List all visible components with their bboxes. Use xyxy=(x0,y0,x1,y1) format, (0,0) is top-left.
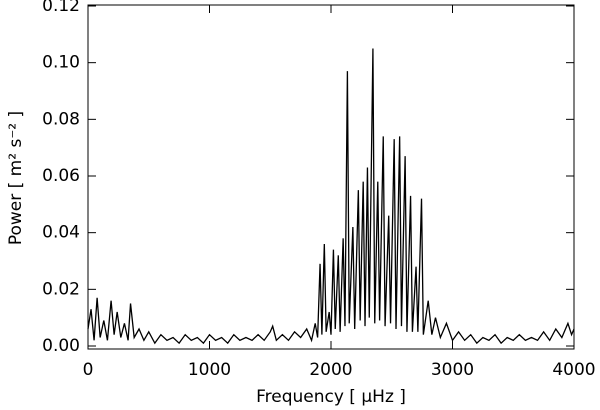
x-tick-label: 1000 xyxy=(188,360,231,380)
x-tick-label: 4000 xyxy=(552,360,595,380)
x-tick-label: 3000 xyxy=(431,360,474,380)
y-tick-label: 0.02 xyxy=(42,279,80,299)
y-tick-label: 0.10 xyxy=(42,53,80,73)
y-tick-label: 0.08 xyxy=(42,109,80,129)
plot-frame xyxy=(87,4,575,350)
x-tick-label: 0 xyxy=(83,360,94,380)
y-tick-label: 0.06 xyxy=(42,166,80,186)
y-tick-label: 0.00 xyxy=(42,336,80,356)
spectrum-line xyxy=(87,48,575,345)
y-tick-label: 0.12 xyxy=(42,0,80,16)
x-axis-label: Frequency [ μHz ] xyxy=(256,387,406,407)
x-tick-label: 2000 xyxy=(309,360,352,380)
y-axis-label: Power [ m² s⁻² ] xyxy=(6,111,26,245)
y-tick-label: 0.04 xyxy=(42,223,80,243)
